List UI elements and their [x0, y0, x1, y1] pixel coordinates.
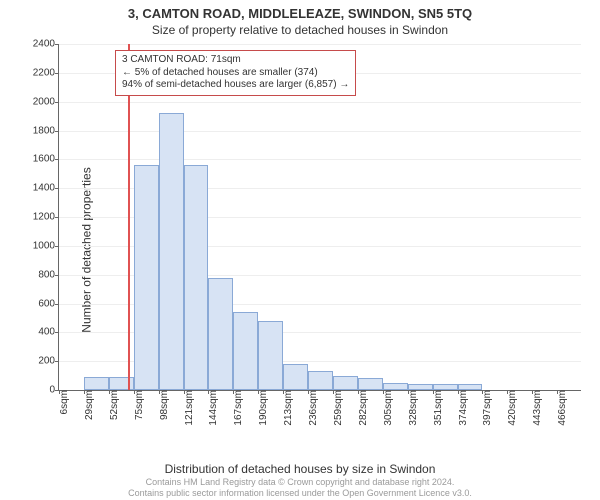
x-tick-label: 52sqm [105, 390, 120, 420]
x-tick-label: 6sqm [55, 390, 70, 414]
footer-line-1: Contains HM Land Registry data © Crown c… [0, 477, 600, 487]
gridline [59, 159, 581, 160]
y-tick-label: 400 [38, 327, 59, 338]
y-tick-label: 2200 [33, 67, 59, 78]
histogram-bar [84, 377, 109, 390]
plot-area: 0200400600800100012001400160018002000220… [58, 44, 581, 391]
info-line-1: 3 CAMTON ROAD: 71sqm [122, 54, 349, 67]
x-tick-label: 374sqm [454, 390, 469, 426]
y-tick-label: 1400 [33, 183, 59, 194]
histogram-bar [333, 376, 358, 390]
histogram-bar [159, 113, 184, 390]
x-tick-label: 466sqm [553, 390, 568, 426]
gridline [59, 102, 581, 103]
footer-attribution: Contains HM Land Registry data © Crown c… [0, 477, 600, 498]
y-tick-label: 1800 [33, 125, 59, 136]
x-tick-label: 236sqm [304, 390, 319, 426]
info-box: 3 CAMTON ROAD: 71sqm ← 5% of detached ho… [115, 50, 356, 96]
chart-container: 3, CAMTON ROAD, MIDDLELEAZE, SWINDON, SN… [0, 0, 600, 500]
gridline [59, 44, 581, 45]
x-tick-label: 167sqm [229, 390, 244, 426]
y-tick-label: 2000 [33, 96, 59, 107]
histogram-bar [233, 312, 258, 390]
histogram-bar [308, 371, 333, 390]
chart-title: 3, CAMTON ROAD, MIDDLELEAZE, SWINDON, SN… [0, 0, 600, 21]
info-line-2: ← 5% of detached houses are smaller (374… [122, 67, 349, 80]
x-tick-label: 259sqm [329, 390, 344, 426]
property-marker-line [128, 44, 130, 390]
chart-subtitle: Size of property relative to detached ho… [0, 21, 600, 41]
histogram-bar [184, 165, 209, 390]
x-tick-label: 144sqm [204, 390, 219, 426]
x-tick-label: 29sqm [80, 390, 95, 420]
x-tick-label: 351sqm [429, 390, 444, 426]
x-tick-label: 190sqm [254, 390, 269, 426]
x-tick-label: 443sqm [528, 390, 543, 426]
footer-line-2: Contains public sector information licen… [0, 488, 600, 498]
x-tick-label: 420sqm [503, 390, 518, 426]
histogram-bar [383, 383, 408, 390]
y-tick-label: 800 [38, 269, 59, 280]
x-tick-label: 121sqm [180, 390, 195, 426]
y-tick-label: 2400 [33, 39, 59, 50]
x-axis-label: Distribution of detached houses by size … [0, 462, 600, 476]
x-tick-label: 75sqm [130, 390, 145, 420]
y-tick-label: 1600 [33, 154, 59, 165]
y-tick-label: 1000 [33, 240, 59, 251]
info-line-3: 94% of semi-detached houses are larger (… [122, 79, 349, 92]
x-tick-label: 282sqm [354, 390, 369, 426]
gridline [59, 131, 581, 132]
x-tick-label: 213sqm [279, 390, 294, 426]
x-tick-label: 397sqm [478, 390, 493, 426]
histogram-bar [258, 321, 283, 390]
histogram-bar [358, 378, 383, 390]
y-tick-label: 1200 [33, 212, 59, 223]
histogram-bar [208, 278, 233, 390]
x-tick-label: 305sqm [379, 390, 394, 426]
histogram-bar [283, 364, 308, 390]
x-tick-label: 98sqm [155, 390, 170, 420]
y-tick-label: 600 [38, 298, 59, 309]
y-tick-label: 200 [38, 356, 59, 367]
histogram-bar [134, 165, 159, 390]
x-tick-label: 328sqm [404, 390, 419, 426]
